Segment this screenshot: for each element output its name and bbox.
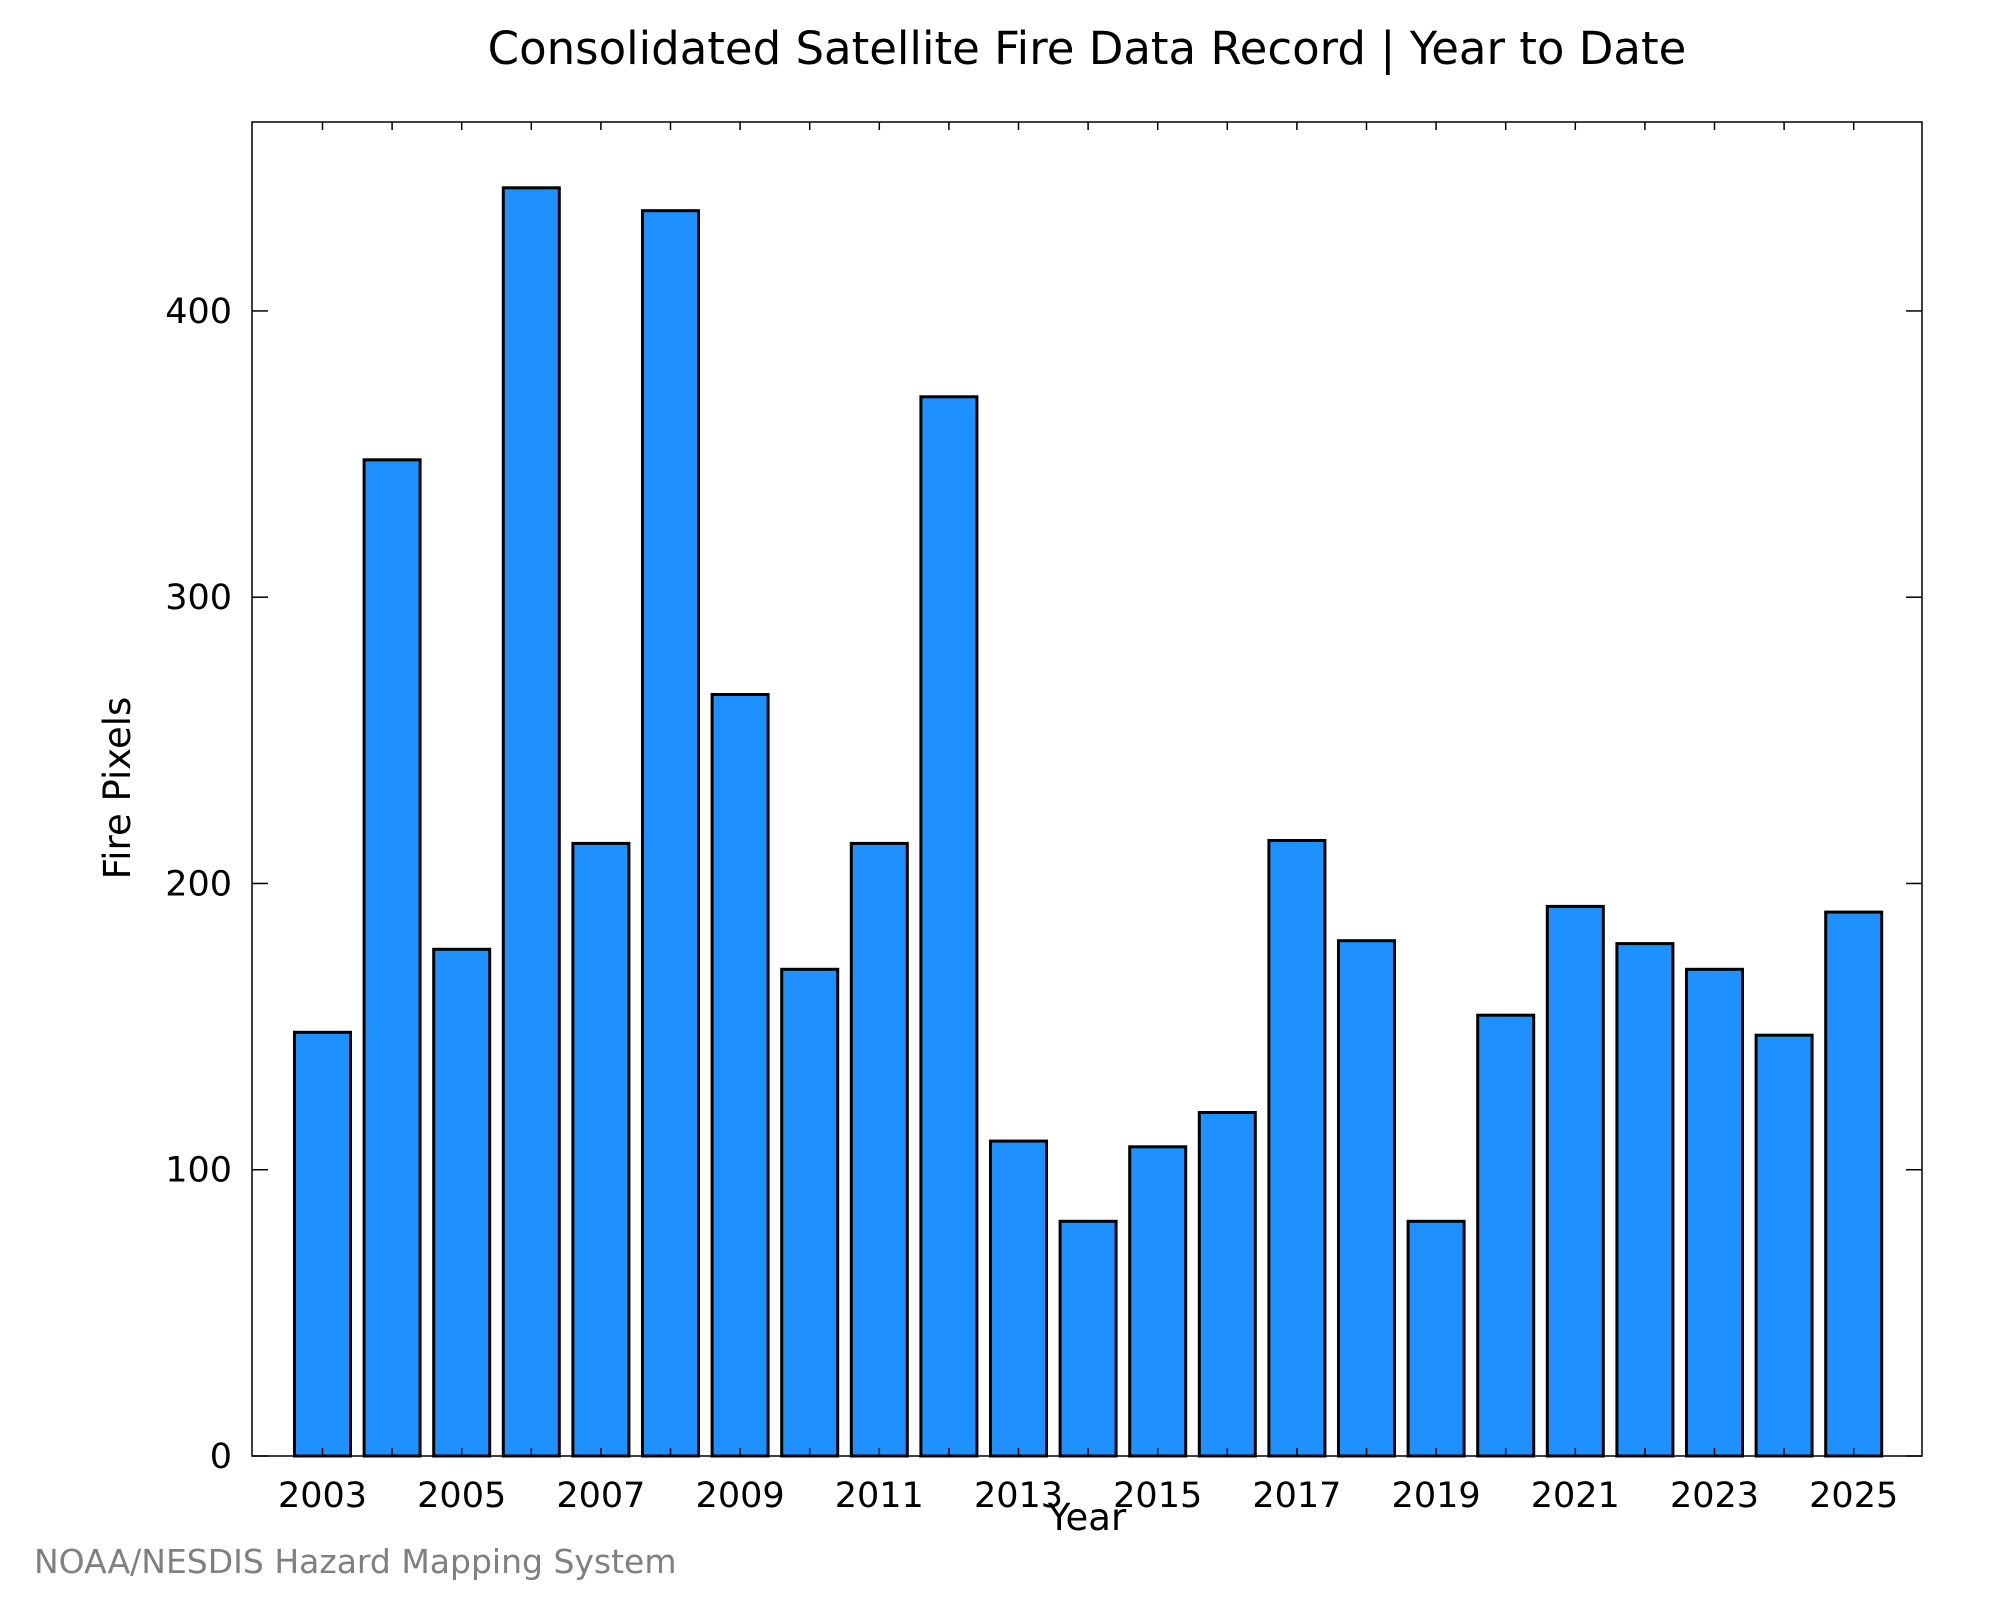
bar-2013	[989, 1139, 1048, 1458]
x-tick-label: 2007	[556, 1476, 645, 1516]
bar-2019	[1406, 1219, 1466, 1458]
bar-2018	[1337, 939, 1396, 1458]
y-axis-label: Fire Pixels	[96, 697, 139, 880]
bar-2006	[501, 186, 561, 1458]
x-tick-label: 2015	[1113, 1476, 1202, 1516]
bar-2009	[710, 693, 770, 1458]
bar-2023	[1685, 967, 1744, 1458]
x-tick-label: 2017	[1252, 1476, 1341, 1516]
bar-2008	[641, 209, 700, 1458]
bar-2021	[1545, 904, 1605, 1458]
bar-2014	[1058, 1219, 1118, 1458]
bar-2005	[432, 947, 492, 1458]
bar-2025	[1824, 910, 1884, 1458]
bars-layer	[293, 186, 1884, 1458]
y-tick-label: 0	[210, 1437, 232, 1477]
bar-2012	[919, 395, 979, 1458]
bar-2016	[1197, 1111, 1257, 1458]
y-tick-label: 200	[165, 864, 232, 904]
chart-title: Consolidated Satellite Fire Data Record …	[488, 22, 1687, 75]
y-tick-label: 100	[165, 1151, 232, 1191]
y-tick-label: 300	[165, 578, 232, 618]
x-tick-label: 2003	[278, 1476, 367, 1516]
x-tick-label: 2023	[1670, 1476, 1759, 1516]
x-tick-label: 2009	[696, 1476, 785, 1516]
bar-2017	[1267, 839, 1327, 1458]
bar-2004	[362, 458, 422, 1458]
bar-2024	[1754, 1033, 1814, 1458]
x-tick-label: 2011	[835, 1476, 924, 1516]
source-credit: NOAA/NESDIS Hazard Mapping System	[34, 1542, 677, 1581]
bar-2010	[780, 967, 840, 1458]
y-tick-label: 400	[165, 292, 232, 332]
x-tick-label: 2013	[974, 1476, 1063, 1516]
x-tick-label: 2019	[1392, 1476, 1481, 1516]
bar-2003	[293, 1030, 352, 1458]
x-tick-label: 2005	[417, 1476, 506, 1516]
bar-2022	[1615, 942, 1675, 1458]
bar-2007	[571, 841, 631, 1458]
bar-2015	[1128, 1145, 1188, 1458]
x-axis-label: Year	[1047, 1496, 1127, 1539]
x-tick-label: 2025	[1809, 1476, 1898, 1516]
bar-2011	[849, 841, 909, 1458]
ticks-layer: 0 100 200 300 400 2003 2005 2007 2009 2011 2013 201…	[165, 122, 1922, 1516]
bar-2020	[1476, 1013, 1536, 1458]
x-tick-label: 2021	[1531, 1476, 1620, 1516]
